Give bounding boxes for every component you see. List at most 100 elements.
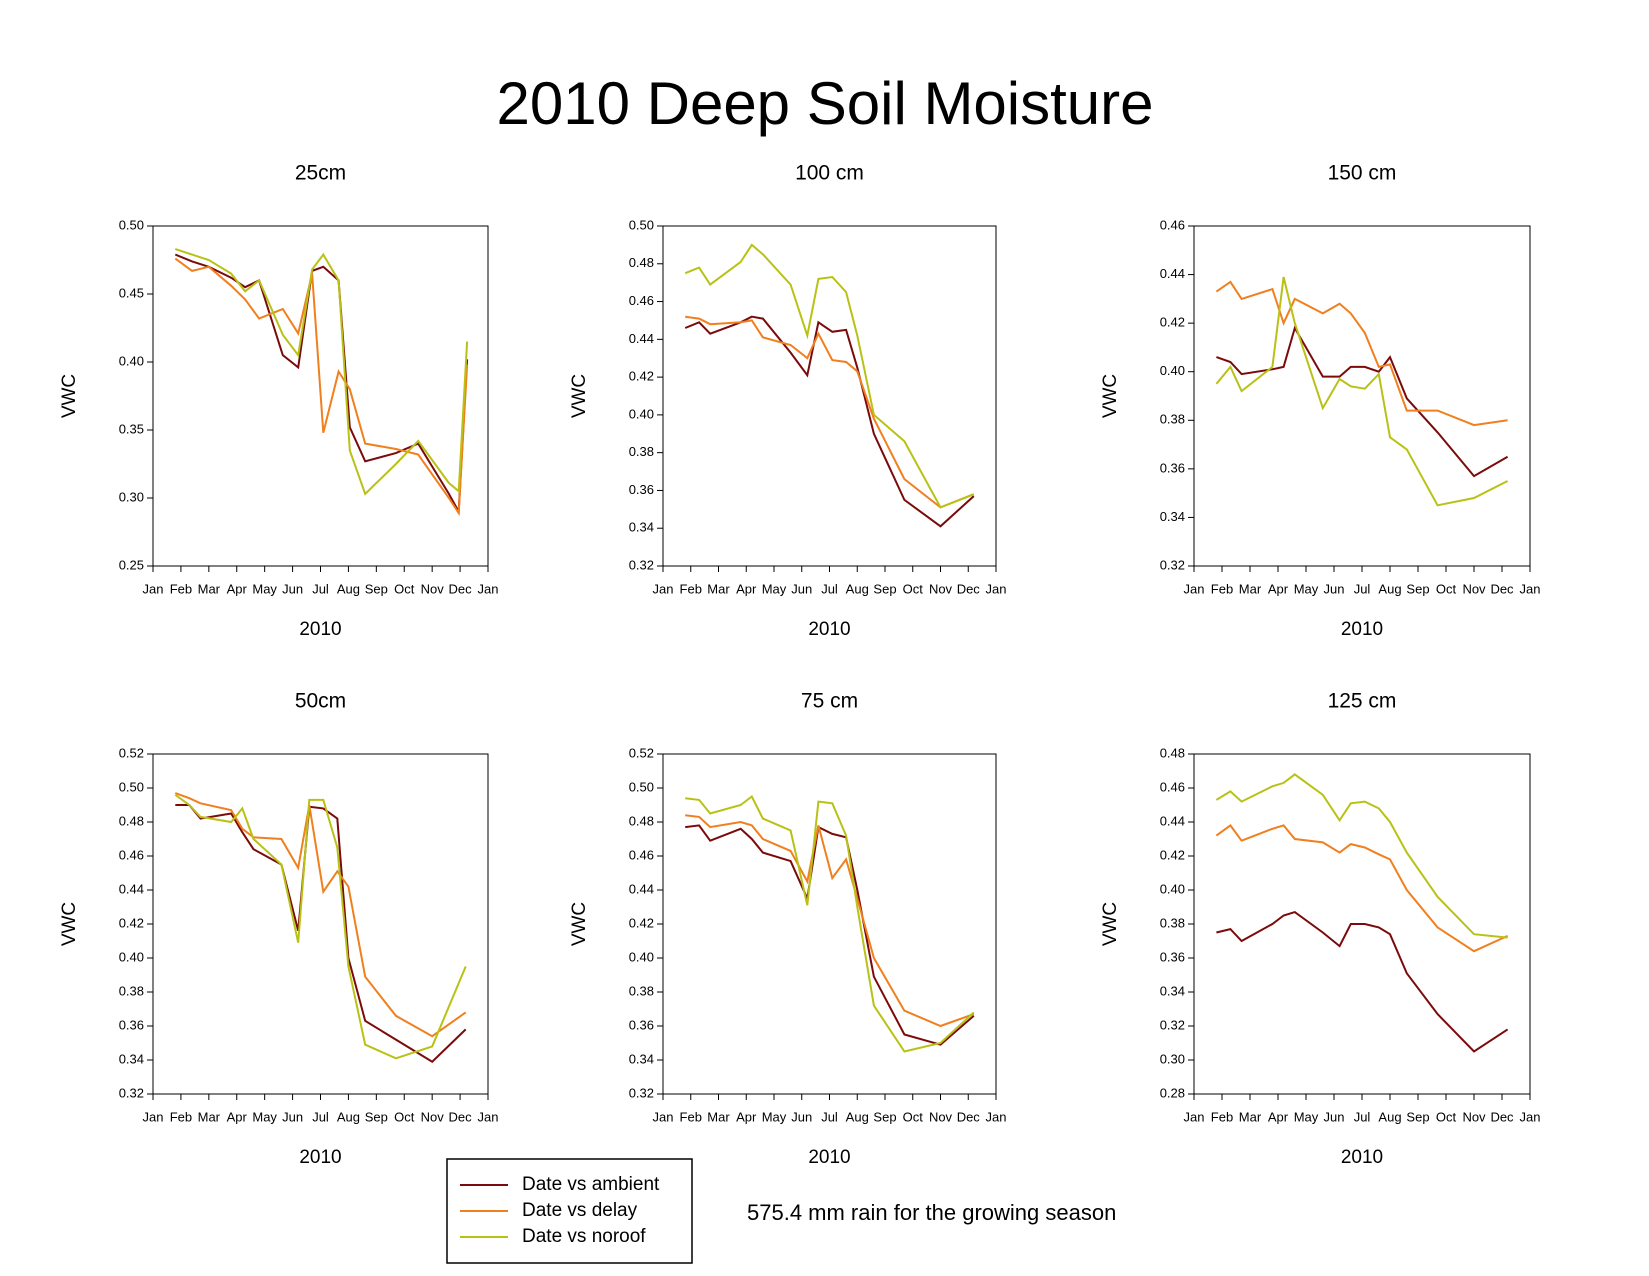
y-tick-label: 0.52 [629,745,654,760]
x-tick-label: Aug [846,1109,869,1124]
x-tick-label: Sep [873,581,896,596]
series-line [175,804,467,1063]
y-tick-label: 0.32 [1160,1017,1185,1032]
x-tick-label: Aug [1378,1109,1401,1124]
panel-title: 150 cm [1328,162,1397,185]
series-line [1215,280,1508,427]
x-tick-label: Jul [821,581,838,596]
y-tick-label: 0.38 [1160,412,1185,427]
x-tick-label: Oct [394,581,415,596]
y-tick-label: 0.44 [1160,813,1185,828]
x-tick-label: May [252,1109,277,1124]
x-axis-label: 2010 [1341,619,1383,640]
x-tick-label: Jul [312,1109,329,1124]
x-tick-label: Jun [791,1109,812,1124]
x-axis-label: 2010 [808,619,850,640]
x-tick-label: Aug [337,1109,360,1124]
x-tick-label: Nov [1462,1109,1486,1124]
x-axis-label: 2010 [299,1147,341,1168]
x-tick-label: Jun [282,1109,303,1124]
series-line [174,793,467,1060]
y-tick-label: 0.42 [629,915,654,930]
y-tick-label: 0.46 [119,847,144,862]
y-axis-label: VWC [59,374,80,418]
x-tick-label: Oct [1436,1109,1457,1124]
y-tick-label: 0.34 [119,1051,144,1066]
x-tick-label: Nov [421,1109,445,1124]
y-tick-label: 0.38 [629,983,654,998]
y-tick-label: 0.34 [1160,509,1185,524]
panel-title: 50cm [295,690,346,713]
series-line [685,814,975,1028]
x-tick-label: May [1294,1109,1319,1124]
x-tick-label: Oct [903,581,924,596]
y-tick-label: 0.36 [629,482,654,497]
x-axis-label: 2010 [808,1147,850,1168]
y-tick-label: 0.42 [119,915,144,930]
y-tick-label: 0.44 [629,881,654,896]
x-tick-label: Oct [1436,581,1457,596]
x-tick-label: Jan [653,581,674,596]
series-line [685,315,975,509]
y-axis-label: VWC [569,902,590,946]
x-tick-label: Sep [1406,581,1429,596]
y-axis-label: VWC [1100,902,1121,946]
x-tick-label: Jan [1520,1109,1541,1124]
x-tick-label: Apr [1268,1109,1289,1124]
y-tick-label: 0.40 [119,353,144,368]
x-tick-label: Jul [1354,581,1371,596]
series-line [1215,773,1508,939]
y-tick-label: 0.40 [629,949,654,964]
x-tick-label: May [762,581,787,596]
y-tick-label: 0.42 [629,369,654,384]
y-tick-label: 0.32 [1160,557,1185,572]
x-tick-label: Oct [394,1109,415,1124]
y-tick-label: 0.40 [1160,881,1185,896]
x-tick-label: Nov [1462,581,1486,596]
x-tick-label: Apr [736,1109,757,1124]
y-tick-label: 0.40 [629,406,654,421]
x-tick-label: Jul [312,581,329,596]
y-tick-label: 0.38 [629,444,654,459]
y-tick-label: 0.32 [629,557,654,572]
x-axis-label: 2010 [1341,1147,1383,1168]
x-tick-label: Mar [198,581,221,596]
y-tick-label: 0.46 [629,847,654,862]
y-tick-label: 0.44 [629,331,654,346]
y-tick-label: 0.36 [119,1017,144,1032]
y-tick-label: 0.46 [629,293,654,308]
x-tick-label: Mar [707,581,730,596]
panel-title: 75 cm [801,690,858,713]
x-tick-label: Dec [449,1109,473,1124]
series-line [684,315,975,528]
x-tick-label: Nov [929,581,953,596]
y-tick-label: 0.50 [119,217,144,232]
x-tick-label: Mar [1239,1109,1262,1124]
x-tick-label: Sep [365,1109,388,1124]
x-tick-label: Feb [680,581,702,596]
x-tick-label: Dec [449,581,473,596]
x-tick-label: Feb [170,1109,192,1124]
x-tick-label: Jul [821,1109,838,1124]
x-tick-label: Dec [1490,1109,1514,1124]
y-tick-label: 0.30 [119,489,144,504]
x-tick-label: Jan [478,581,499,596]
y-tick-label: 0.34 [629,520,654,535]
y-tick-label: 0.42 [1160,847,1185,862]
y-tick-label: 0.30 [1160,1051,1185,1066]
x-tick-label: Jun [1324,1109,1345,1124]
y-tick-label: 0.50 [119,779,144,794]
plot-frame [662,753,997,1095]
x-tick-label: Jun [282,581,303,596]
x-tick-label: Sep [365,581,388,596]
y-tick-label: 0.44 [119,881,144,896]
y-tick-label: 0.48 [1160,745,1185,760]
x-tick-label: Feb [170,581,192,596]
x-tick-label: May [252,581,277,596]
x-tick-label: Mar [1239,581,1262,596]
legend-label: Date vs ambient [522,1174,660,1195]
x-tick-label: Jan [143,581,164,596]
plot-frame [152,753,489,1095]
x-tick-label: Feb [1211,1109,1233,1124]
